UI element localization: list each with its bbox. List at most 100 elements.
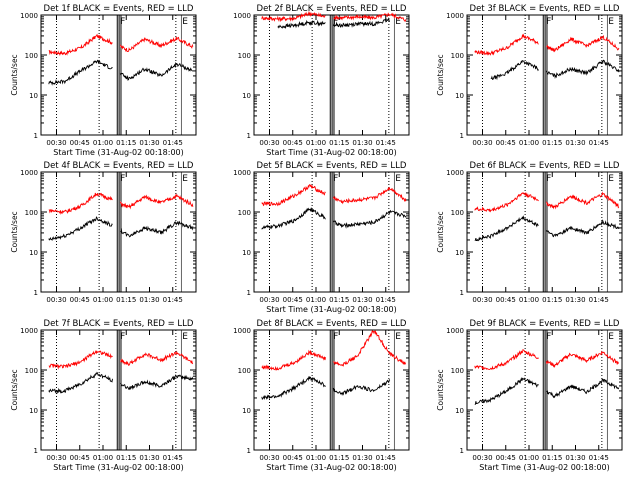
chart-panel-8: Det 8f BLACK = Events, RED = LLD 1 10 100 10… xyxy=(233,319,410,472)
x-tick-label: 01:30 xyxy=(139,296,159,304)
x-tick-label: 00:45 xyxy=(283,139,303,147)
x-axis-label: Start Time (31-Aug-02 00:18:00) xyxy=(266,148,397,157)
x-tick-label: 01:00 xyxy=(306,296,326,304)
time-marker-label: E xyxy=(395,332,401,342)
y-tick-label: 1 xyxy=(34,289,38,297)
x-tick-label: 01:15 xyxy=(542,454,562,462)
y-tick-label: 1 xyxy=(34,447,38,455)
chart-panel-9: Det 9f BLACK = Events, RED = LLD 1 10 100 10… xyxy=(436,319,623,472)
x-tick-label: 01:15 xyxy=(542,296,562,304)
y-tick-label: 10 xyxy=(242,407,251,415)
y-axis-label: Counts/sec xyxy=(10,54,19,95)
plot-frame xyxy=(466,171,623,293)
plot-frame xyxy=(466,14,623,136)
x-tick-label: 01:00 xyxy=(306,454,326,462)
x-tick-label: 01:45 xyxy=(376,139,396,147)
plot-frame xyxy=(466,329,623,451)
chart-title: Det 8f BLACK = Events, RED = LLD xyxy=(257,319,407,329)
series-line-lld xyxy=(48,350,194,370)
y-tick-label: 10 xyxy=(455,249,464,257)
y-tick-label: 1000 xyxy=(446,327,464,335)
chart-panel-7: Det 7f BLACK = Events, RED = LLD 1 10 100 10… xyxy=(10,319,197,472)
series-line-events xyxy=(261,376,391,401)
time-marker-label: F xyxy=(120,17,125,27)
chart-title: Det 2f BLACK = Events, RED = LLD xyxy=(257,4,407,14)
x-tick-label: 00:45 xyxy=(496,296,516,304)
y-tick-label: 1000 xyxy=(233,169,251,177)
y-tick-label: 100 xyxy=(25,209,38,217)
y-tick-label: 1000 xyxy=(233,12,251,20)
x-tick-label: 00:30 xyxy=(259,139,279,147)
time-marker-label: E xyxy=(608,174,614,184)
x-tick-label: 00:45 xyxy=(70,296,90,304)
y-tick-label: 100 xyxy=(451,209,464,217)
y-tick-label: 10 xyxy=(455,92,464,100)
y-axis-label: Counts/sec xyxy=(436,369,445,410)
plot-frame xyxy=(253,171,410,293)
chart-title: Det 5f BLACK = Events, RED = LLD xyxy=(257,161,407,171)
plot-frame xyxy=(253,329,410,451)
series-line-events xyxy=(48,59,193,86)
x-tick-label: 01:45 xyxy=(163,296,183,304)
chart-title: Det 1f BLACK = Events, RED = LLD xyxy=(44,4,194,14)
x-tick-label: 01:30 xyxy=(565,296,585,304)
x-tick-label: 00:30 xyxy=(472,139,492,147)
time-marker-label: E xyxy=(182,332,188,342)
time-marker-label: E xyxy=(395,174,401,184)
x-tick-label: 01:45 xyxy=(163,139,183,147)
chart-title: Det 6f BLACK = Events, RED = LLD xyxy=(470,161,620,171)
x-tick-label: 00:30 xyxy=(259,296,279,304)
chart-panel-4: Det 4f BLACK = Events, RED = LLD 1 10 100 10… xyxy=(10,161,197,304)
series-line-lld xyxy=(48,33,194,57)
series-line-events xyxy=(490,59,620,81)
series-line-lld xyxy=(48,192,194,215)
plot-frame xyxy=(253,14,410,136)
x-tick-label: 01:30 xyxy=(139,454,159,462)
time-marker-label: E xyxy=(608,17,614,27)
x-tick-label: 00:45 xyxy=(70,139,90,147)
y-tick-label: 1 xyxy=(247,289,251,297)
time-marker-label: F xyxy=(333,17,338,27)
x-tick-label: 01:00 xyxy=(519,454,539,462)
x-tick-label: 01:15 xyxy=(116,454,136,462)
x-tick-label: 00:45 xyxy=(283,454,303,462)
x-tick-label: 00:45 xyxy=(70,454,90,462)
y-axis-label: Counts/sec xyxy=(10,211,19,252)
x-tick-label: 01:00 xyxy=(519,139,539,147)
series-line-events xyxy=(261,206,407,230)
x-tick-label: 00:30 xyxy=(259,454,279,462)
x-tick-label: 00:45 xyxy=(496,139,516,147)
series-line-events xyxy=(277,17,391,29)
time-marker-label: E xyxy=(182,17,188,27)
time-marker-label: F xyxy=(546,17,551,27)
series-line-events xyxy=(48,216,194,241)
x-tick-label: 00:30 xyxy=(46,139,66,147)
time-marker-label: F xyxy=(333,332,338,342)
chart-panel-1: Det 1f BLACK = Events, RED = LLD 1 10 100 10… xyxy=(10,4,197,157)
time-marker-label: E xyxy=(182,174,188,184)
x-tick-label: 00:45 xyxy=(283,296,303,304)
time-marker-label: F xyxy=(120,332,125,342)
x-tick-label: 01:45 xyxy=(589,296,609,304)
y-tick-label: 1000 xyxy=(20,327,38,335)
x-tick-label: 00:30 xyxy=(46,454,66,462)
series-line-lld xyxy=(261,184,407,207)
y-tick-label: 1000 xyxy=(446,169,464,177)
time-marker-label: F xyxy=(546,332,551,342)
y-tick-label: 1 xyxy=(460,132,464,140)
series-line-lld xyxy=(474,348,620,371)
chart-panel-5: Det 5f BLACK = Events, RED = LLD 1 10 100 10… xyxy=(233,161,410,314)
x-tick-label: 01:00 xyxy=(306,139,326,147)
x-tick-label: 00:30 xyxy=(472,454,492,462)
x-tick-label: 01:30 xyxy=(352,139,372,147)
chart-title: Det 9f BLACK = Events, RED = LLD xyxy=(470,319,620,329)
series-line-events xyxy=(474,215,620,242)
time-marker-label: E xyxy=(395,17,401,27)
plot-frame xyxy=(40,171,197,293)
y-tick-label: 100 xyxy=(238,367,251,375)
time-marker-label: F xyxy=(120,174,125,184)
y-tick-label: 10 xyxy=(29,407,38,415)
x-tick-label: 01:00 xyxy=(93,139,113,147)
chart-title: Det 3f BLACK = Events, RED = LLD xyxy=(470,4,620,14)
